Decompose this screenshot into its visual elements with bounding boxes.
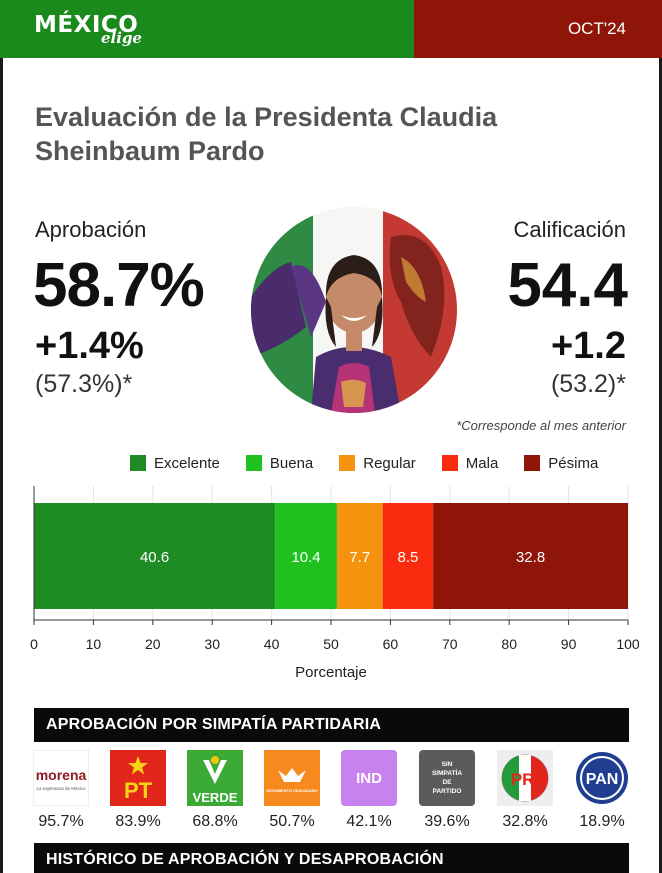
grade-previous: (53.2)* [550, 370, 626, 398]
morena-logo: morena La esperanza de México [32, 749, 90, 807]
chart-legend: Excelente Buena Regular Mala Pésima [130, 453, 624, 473]
verde-logo: VERDE [187, 750, 243, 806]
party-value-pan: 18.9% [579, 813, 625, 830]
history-section-header: HISTÓRICO DE APROBACIÓN Y DESAPROBACIÓN [34, 843, 629, 873]
party-value-pri: 32.8% [502, 813, 548, 830]
legend-label: Pésima [548, 454, 599, 472]
no-party-line-1: SIN [442, 761, 453, 768]
bar-data-label: 10.4 [291, 549, 320, 566]
approval-value: 58.7% [33, 251, 205, 320]
period-label: OCT'24 [567, 19, 626, 38]
party-section-header: APROBACIÓN POR SIMPATÍA PARTIDARIA [34, 708, 629, 742]
legend-swatch [441, 455, 458, 471]
morena-tagline: La esperanza de México [36, 786, 86, 791]
ind-wordmark: IND [356, 770, 382, 787]
grade-value: 54.4 [507, 251, 628, 320]
x-tick-label: 60 [383, 636, 399, 652]
legend-swatch [130, 455, 146, 471]
bar-data-label: 40.6 [140, 549, 169, 566]
legend-label: Regular [363, 454, 416, 472]
no-party-line-3: DE [442, 779, 452, 786]
no-party-logo: SIN SIMPATÍA DE PARTIDO [419, 750, 475, 806]
pri-wordmark: PRI [511, 770, 539, 789]
legend-label: Mala [465, 454, 499, 472]
pt-wordmark: PT [124, 778, 153, 803]
legend-item-pesima: Pésima [524, 455, 598, 472]
x-axis-label: Porcentaje [295, 664, 367, 681]
x-tick-label: 40 [264, 636, 280, 652]
legend-item-regular: Regular [339, 455, 416, 472]
ind-logo: IND [341, 750, 397, 806]
bar-segment-pésima [433, 503, 628, 609]
page-title: Evaluación de la Presidenta Claudia Shei… [35, 102, 498, 166]
brand-logo: MÉXICO [34, 12, 139, 38]
x-tick-label: 90 [561, 636, 577, 652]
party-value-ind: 42.1% [346, 813, 392, 830]
no-party-line-4: PARTIDO [433, 788, 462, 795]
legend-swatch [245, 455, 262, 471]
legend-swatch [339, 455, 356, 471]
footnote: *Corresponde al mes anterior [456, 418, 626, 433]
bar-data-label: 8.5 [397, 549, 418, 566]
header-period-panel [414, 0, 662, 58]
mc-logo: MOVIMIENTO CIUDADANO [264, 750, 320, 806]
x-tick-label: 20 [145, 636, 161, 652]
party-value-morena: 95.7% [38, 813, 84, 830]
grade-label: Calificación [513, 217, 627, 242]
bar-data-label: 7.7 [349, 549, 370, 566]
bar-segment-regular [336, 503, 383, 609]
approval-label: Aprobación [35, 217, 147, 242]
no-party-line-2: SIMPATÍA [432, 768, 462, 777]
legend-item-mala: Mala [441, 454, 499, 472]
x-tick-label: 70 [442, 636, 458, 652]
party-value-no-party: 39.6% [424, 813, 470, 830]
approval-previous: (57.3%)* [35, 370, 133, 398]
pri-logo: PRI [497, 750, 553, 806]
portrait-illustration [251, 207, 457, 413]
legend-label: Buena [269, 454, 314, 472]
bar-segment-mala [382, 503, 434, 609]
party-value-mc: 50.7% [269, 813, 315, 830]
verde-wordmark: VERDE [193, 790, 238, 805]
pt-logo: PT [110, 750, 166, 806]
legend-item-excelente: Excelente [130, 455, 220, 472]
approval-change: +1.4% [35, 325, 144, 367]
x-tick-label: 0 [30, 636, 38, 652]
bar-data-label: 32.8 [516, 549, 545, 566]
x-tick-label: 100 [616, 636, 640, 652]
president-portrait [251, 207, 457, 413]
x-tick-label: 80 [501, 636, 517, 652]
header-brand-panel [0, 0, 414, 58]
legend-item-buena: Buena [245, 454, 314, 472]
party-value-verde: 68.8% [192, 813, 238, 830]
mc-wordmark: MOVIMIENTO CIUDADANO [266, 788, 317, 793]
x-tick-label: 10 [86, 636, 102, 652]
x-tick-label: 30 [204, 636, 220, 652]
bar-segment-excelente [34, 503, 276, 609]
x-tick-label: 50 [323, 636, 339, 652]
grade-change: +1.2 [550, 325, 626, 367]
morena-wordmark: morena [36, 767, 87, 783]
party-value-pt: 83.9% [115, 813, 161, 830]
bar-segment-buena [275, 503, 337, 609]
pan-logo: PAN [574, 750, 630, 806]
header-bar: MÉXICO elige OCT'24 [0, 0, 662, 58]
brand-logo-sub: elige [101, 29, 142, 47]
stacked-bar-chart: 40.6 10.4 7.7 8.5 32.8 0 10 20 30 40 50 60 70 80 90 100… [30, 486, 640, 681]
legend-label: Excelente [154, 454, 220, 472]
legend-swatch [524, 455, 541, 471]
pan-wordmark: PAN [586, 771, 619, 788]
